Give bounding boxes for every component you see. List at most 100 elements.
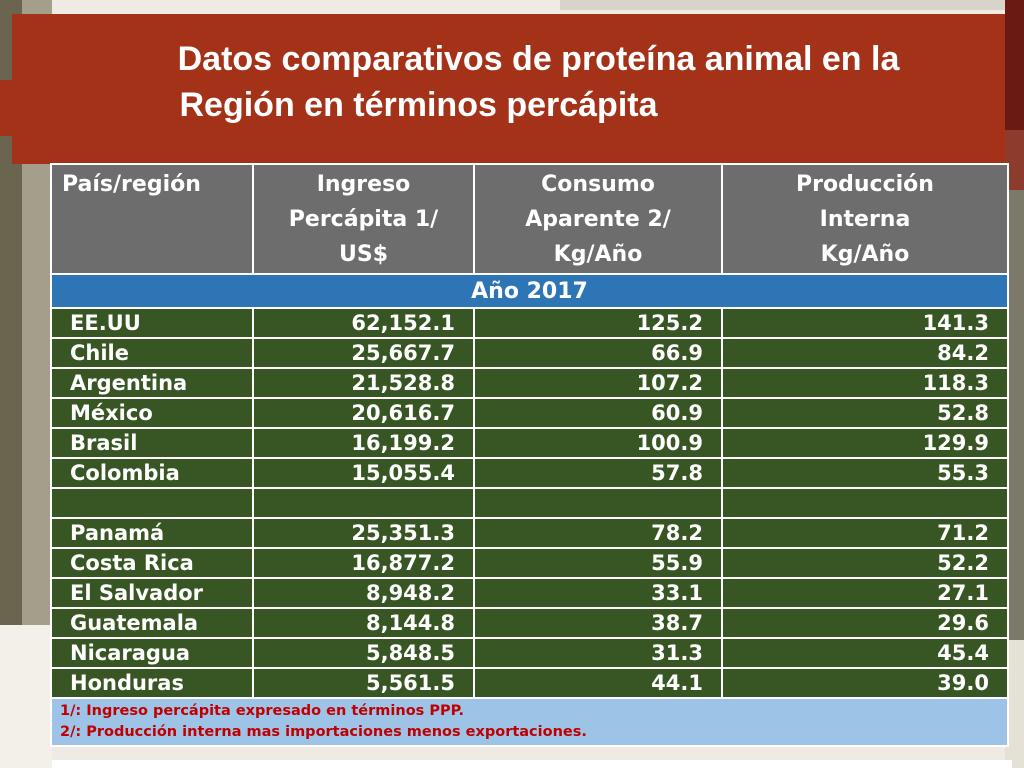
table-row: Chile 25,667.7 66.9 84.2 [50,337,1009,369]
year-row: Año 2017 [50,273,1009,309]
cell-production: 52.2 [721,547,1009,579]
cell-production: 55.3 [721,457,1009,489]
cell-income: 25,667.7 [252,337,475,369]
title-line-1: Datos comparativos de proteína animal en… [177,40,900,78]
cell-production: 84.2 [721,337,1009,369]
header-income: Ingreso Percápita 1/ US$ [252,163,475,275]
background-left-light [0,625,52,768]
cell-production: 45.4 [721,637,1009,669]
table-row: Panamá 25,351.3 78.2 71.2 [50,517,1009,549]
background-right-dark [1005,0,1024,130]
cell-income: 25,351.3 [252,517,475,549]
cell-income: 20,616.7 [252,397,475,429]
cell-country: Costa Rica [50,547,254,579]
cell-country: Honduras [50,667,254,699]
table-row: Nicaragua 5,848.5 31.3 45.4 [50,637,1009,669]
table-row: EE.UU 62,152.1 125.2 141.3 [50,307,1009,339]
table-row: Argentina 21,528.8 107.2 118.3 [50,367,1009,399]
cell-income: 5,848.5 [252,637,475,669]
cell-country: EE.UU [50,307,254,339]
cell-income: 5,561.5 [252,667,475,699]
header-line: Percápita 1/ [288,207,439,232]
cell-consumption: 55.9 [473,547,723,579]
background-right-dark2 [1005,130,1024,190]
cell-income: 15,055.4 [252,457,475,489]
footnote-2: 2/: Producción interna mas importaciones… [60,724,587,740]
table-row: Costa Rica 16,877.2 55.9 52.2 [50,547,1009,579]
header-consumption: Consumo Aparente 2/ Kg/Año [473,163,723,275]
title-line-2: Región en términos percápita [179,86,658,124]
cell-production: 52.8 [721,397,1009,429]
table-header-row: País/región Ingreso Percápita 1/ US$ Con… [50,163,1009,275]
cell-consumption: 31.3 [473,637,723,669]
cell-production: 118.3 [721,367,1009,399]
cell-production: 141.3 [721,307,1009,339]
background-red-accent [0,80,14,136]
cell-country: Colombia [50,457,254,489]
cell-country: Brasil [50,427,254,459]
slide-title: Datos comparativos de proteína animal en… [12,36,1005,128]
cell-income: 16,877.2 [252,547,475,579]
cell-country: Argentina [50,367,254,399]
background-right-gray [1005,190,1024,768]
cell-production [721,487,1009,519]
table-row: México 20,616.7 60.9 52.8 [50,397,1009,429]
table-row: Brasil 16,199.2 100.9 129.9 [50,427,1009,459]
cell-country: Panamá [50,517,254,549]
table-row: Colombia 15,055.4 57.8 55.3 [50,457,1009,489]
cell-production: 129.9 [721,427,1009,459]
background-bottom-band [52,760,1012,768]
table-row: Honduras 5,561.5 44.1 39.0 [50,667,1009,699]
header-line: Aparente 2/ [525,207,671,232]
cell-consumption: 107.2 [473,367,723,399]
cell-income: 8,144.8 [252,607,475,639]
cell-country: Guatemala [50,607,254,639]
header-line: Consumo [541,172,655,197]
header-country: País/región [50,163,254,275]
background-left-strip [0,0,22,768]
background-right-light [1005,640,1024,768]
footnote-1: 1/: Ingreso percápita expresado en térmi… [60,703,465,719]
cell-country: Chile [50,337,254,369]
cell-consumption: 44.1 [473,667,723,699]
cell-country: El Salvador [50,577,254,609]
cell-production: 71.2 [721,517,1009,549]
table-row: El Salvador 8,948.2 33.1 27.1 [50,577,1009,609]
cell-country: Nicaragua [50,637,254,669]
cell-consumption: 78.2 [473,517,723,549]
cell-consumption [473,487,723,519]
cell-production: 29.6 [721,607,1009,639]
cell-income: 62,152.1 [252,307,475,339]
header-line: US$ [338,242,389,267]
cell-income: 8,948.2 [252,577,475,609]
table-row [50,487,1009,519]
protein-data-table: País/región Ingreso Percápita 1/ US$ Con… [50,163,1009,747]
header-line: Producción [796,172,934,197]
notes-row: 1/: Ingreso percápita expresado en térmi… [50,697,1009,747]
header-line: País/región [62,172,201,197]
cell-consumption: 57.8 [473,457,723,489]
cell-consumption: 38.7 [473,607,723,639]
cell-consumption: 60.9 [473,397,723,429]
footnotes: 1/: Ingreso percápita expresado en térmi… [50,697,1009,747]
header-line: Kg/Año [820,242,910,267]
cell-consumption: 125.2 [473,307,723,339]
cell-consumption: 66.9 [473,337,723,369]
header-line: Kg/Año [553,242,643,267]
cell-income: 21,528.8 [252,367,475,399]
cell-country: México [50,397,254,429]
cell-income: 16,199.2 [252,427,475,459]
table-row: Guatemala 8,144.8 38.7 29.6 [50,607,1009,639]
cell-country [50,487,254,519]
header-line: Ingreso [316,172,411,197]
cell-production: 27.1 [721,577,1009,609]
title-banner: Datos comparativos de proteína animal en… [12,14,1005,164]
cell-production: 39.0 [721,667,1009,699]
year-label: Año 2017 [50,273,1009,309]
cell-consumption: 33.1 [473,577,723,609]
header-line: Interna [819,207,911,232]
cell-consumption: 100.9 [473,427,723,459]
cell-income [252,487,475,519]
background-top-band [560,0,1024,10]
header-production: Producción Interna Kg/Año [721,163,1009,275]
